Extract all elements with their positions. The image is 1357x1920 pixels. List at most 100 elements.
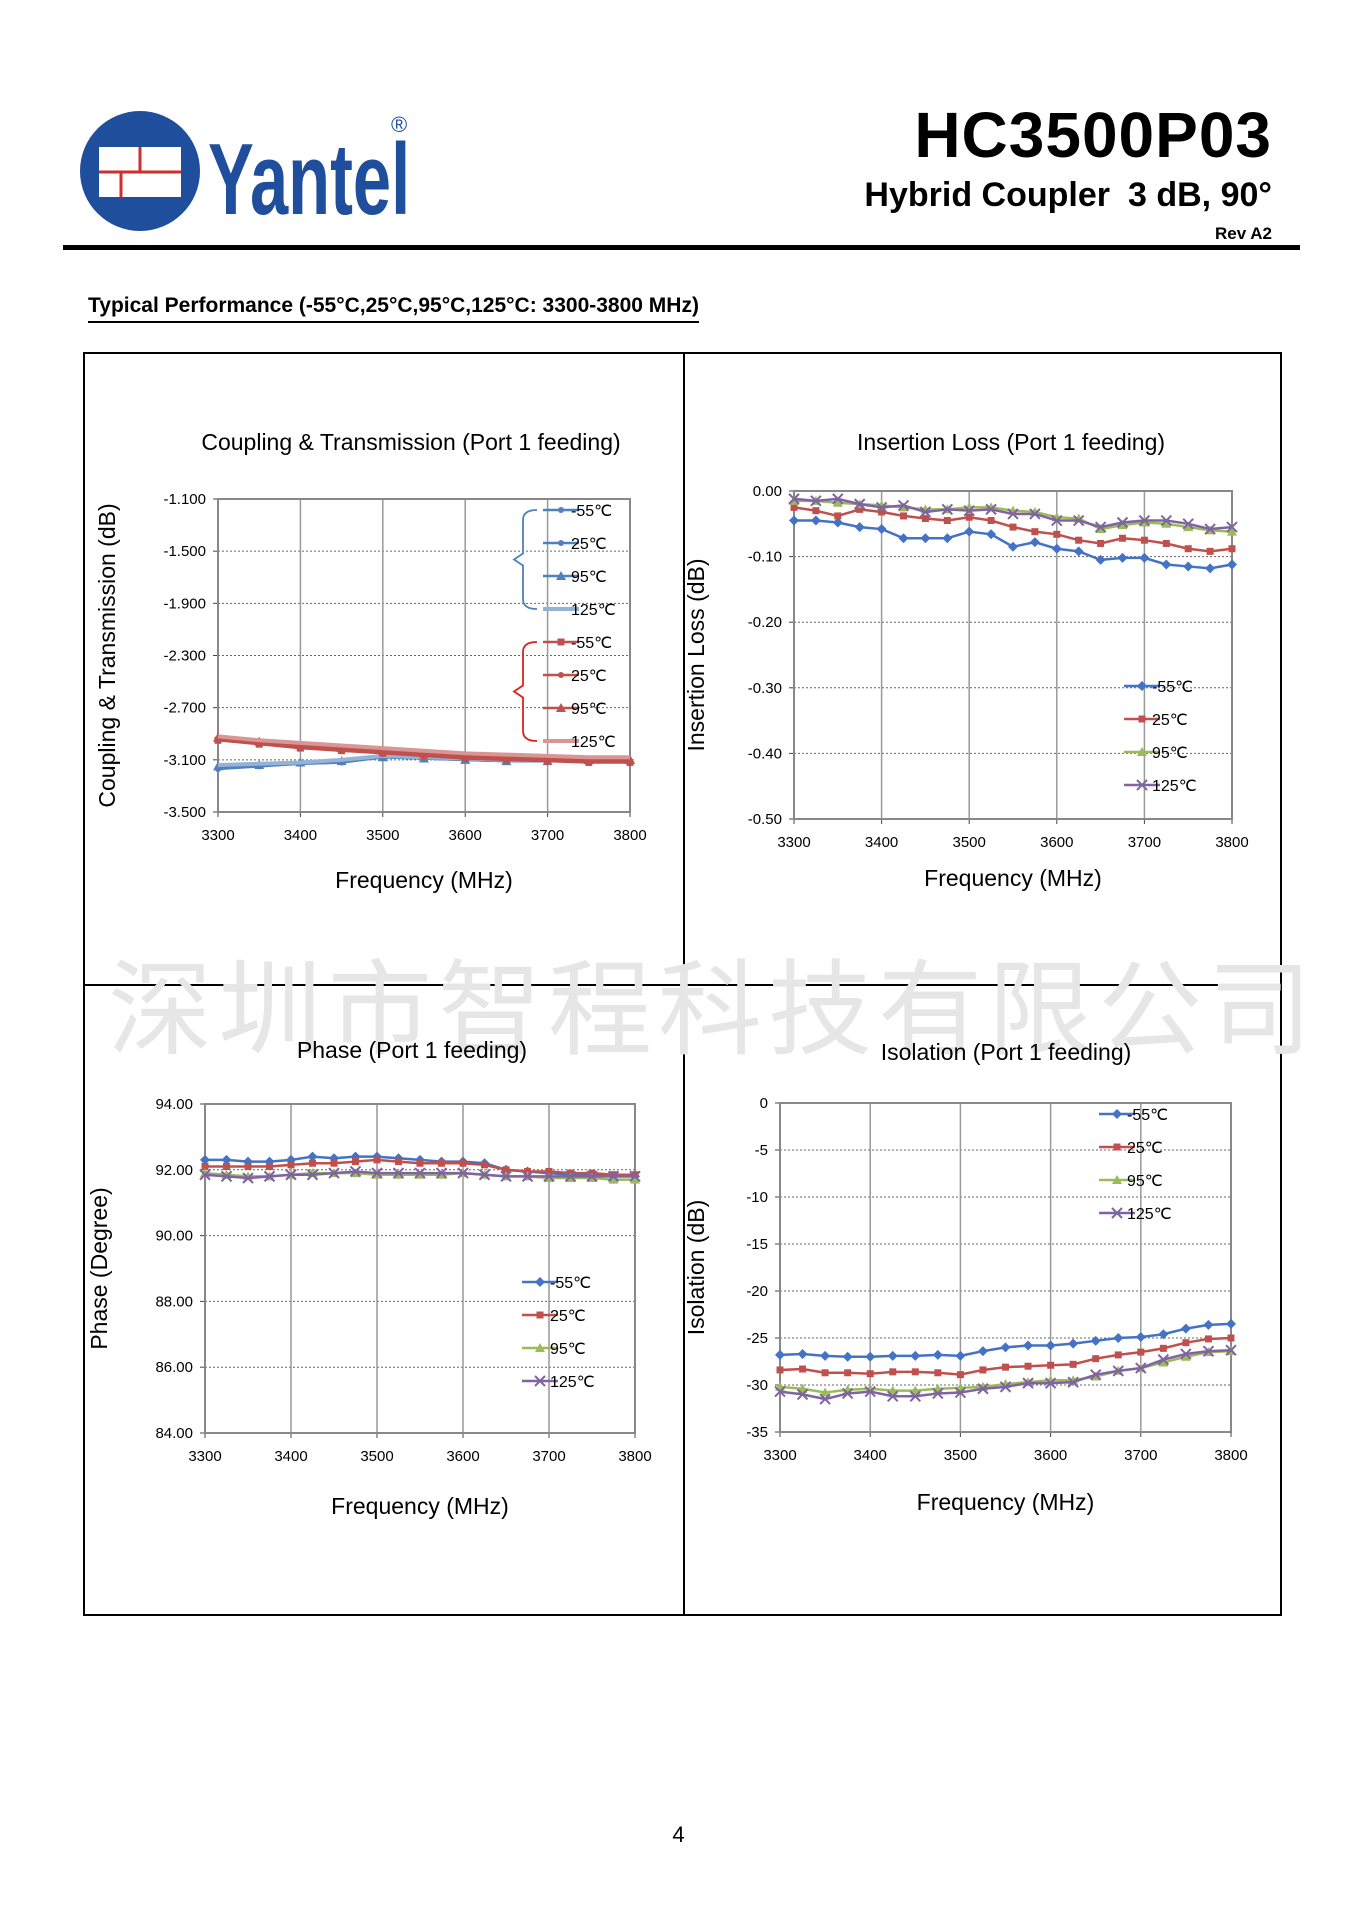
data-point [223,1163,230,1171]
logo-graphic: Yantel ® [80,111,410,236]
data-point [543,1170,555,1183]
series-line-8 [217,734,630,760]
y-tick-label: 92.00 [155,1162,193,1179]
data-point [629,1170,641,1183]
y-tick-label: -3.100 [163,752,206,769]
legend-marker [1136,779,1148,791]
data-point [1114,1351,1122,1359]
data-point [542,753,553,763]
x-tick-label: 3600 [449,827,482,844]
data-point [1047,1361,1055,1369]
data-point [1161,559,1172,570]
data-point [416,1159,424,1167]
chart-title: Phase (Port 1 feeding) [297,1037,527,1063]
legend-brace-transmission [512,641,538,742]
data-point [221,1154,232,1165]
data-point [1159,1344,1167,1352]
data-point [1227,559,1237,570]
legend-label: 125℃ [571,602,616,619]
x-tick-label: 3300 [763,1447,796,1464]
data-point [1051,514,1063,527]
data-point [1002,1363,1009,1371]
data-point [1022,1377,1034,1389]
data-point [875,501,888,514]
data-point [834,512,842,520]
data-point [1138,514,1151,527]
x-tick-label: 3400 [854,1447,887,1464]
data-point [459,1159,467,1167]
data-point [1182,518,1194,530]
logo-text: Yantel [208,124,410,236]
data-point [1183,522,1194,532]
data-point [350,1151,361,1162]
data-point [986,529,997,540]
data-point [842,1351,853,1362]
y-tick-label: -2.300 [163,648,206,665]
data-point [1158,1329,1169,1340]
data-point [1113,1333,1124,1343]
isolation-chart-panel: Isolation (Port 1 feeding) Frequency (MHz… [683,986,1280,1619]
y-axis-label: Insertion Loss (dB) [684,558,709,751]
x-tick-label: 3500 [944,1447,977,1464]
y-tick-label: -35 [746,1424,768,1441]
y-tick-label: -0.10 [748,549,782,566]
data-point [964,526,975,537]
data-point [1140,536,1148,544]
phase-chart-panel: Phase (Port 1 feeding) Frequency (MHz) Pha… [85,986,681,1619]
legend-label: -55℃ [571,503,612,520]
data-point [287,1161,295,1169]
data-point [481,1161,488,1169]
x-tick-label: 3700 [1128,834,1161,851]
y-tick-label: -1.900 [163,595,206,612]
x-tick-label: 3300 [777,834,810,851]
data-point [1226,521,1238,533]
data-point [776,1366,784,1374]
y-tick-label: 90.00 [155,1228,193,1245]
data-point [607,1170,620,1183]
data-point [812,507,820,515]
x-axis-label: Frequency (MHz) [924,865,1102,891]
data-point [1023,1340,1034,1351]
y-tick-label: -3.500 [163,804,206,821]
model-number: HC3500P03 [914,99,1272,171]
legend-marker [1112,1175,1122,1184]
x-tick-label: 3600 [1034,1447,1067,1464]
data-point [1135,1332,1146,1343]
data-point [200,1154,210,1165]
data-point [799,1365,807,1373]
data-point [887,1350,898,1361]
data-point [934,1369,942,1377]
data-point [545,1167,553,1175]
data-point [866,1370,874,1378]
data-point [1069,1360,1077,1368]
data-point [460,750,471,760]
x-tick-label: 3400 [865,834,898,851]
y-axis-label: Coupling & Transmission (dB) [94,503,120,807]
legend-marker [1113,1143,1121,1151]
x-tick-label: 3500 [953,834,986,851]
x-tick-label: 3800 [1215,834,1248,851]
legend-label: 125℃ [550,1374,595,1391]
data-point [309,1159,316,1167]
data-point [977,1383,989,1395]
data-point [1031,528,1039,536]
data-point [1009,523,1017,531]
data-point [942,533,953,544]
insertion-loss-chart-panel: Insertion Loss (Port 1 feeding) Frequency… [683,354,1280,987]
data-point [999,1381,1012,1393]
legend-label: 25℃ [1152,712,1188,729]
legend-label: 25℃ [550,1308,586,1325]
data-point [979,1366,987,1374]
data-point [242,1172,254,1184]
legend-marker [534,1375,546,1387]
data-point [419,748,429,758]
data-point [1180,1348,1192,1360]
data-point [1202,1345,1215,1357]
data-point [1157,1353,1170,1366]
y-tick-label: 88.00 [155,1293,193,1310]
watermark: 深圳市智程科技有限公司 [108,949,1319,1071]
product-subtitle: Hybrid Coupler 3 dB, 90° [864,176,1272,215]
y-tick-label: 0.00 [753,483,782,500]
phase-chart: Phase (Port 1 feeding) Frequency (MHz) Pha… [86,1037,652,1519]
data-point [987,517,995,525]
